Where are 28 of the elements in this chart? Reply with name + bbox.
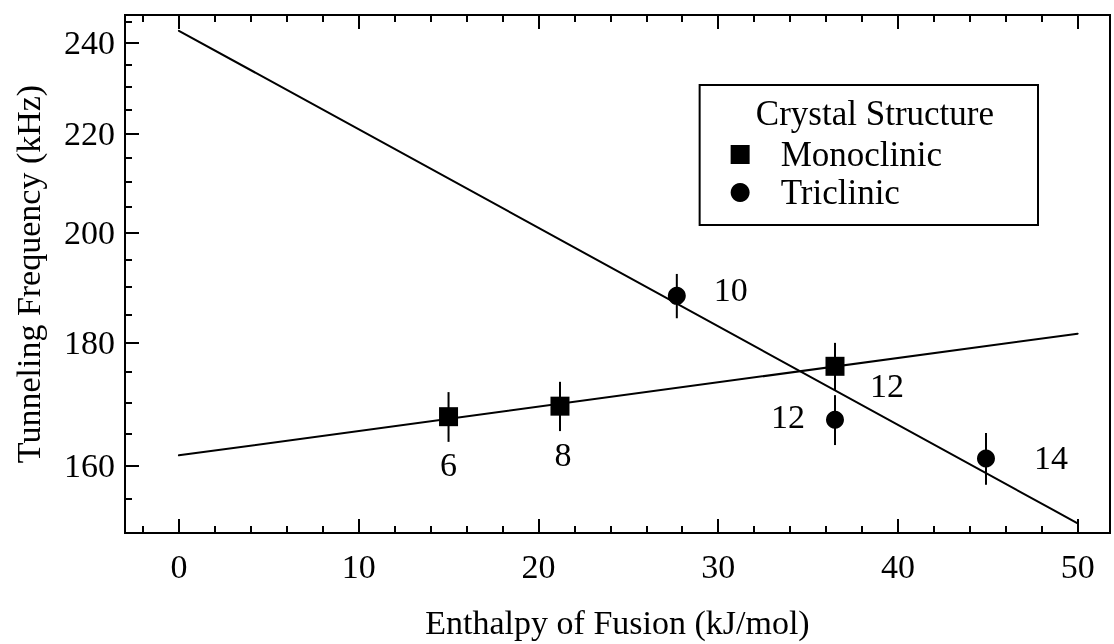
y-tick-label: 160 — [64, 447, 115, 485]
y-tick-label: 240 — [64, 24, 115, 62]
legend-label: Monoclinic — [780, 135, 943, 174]
y-tick-label: 200 — [64, 214, 115, 252]
x-tick-label: 50 — [1060, 547, 1095, 585]
annotation: 12 — [770, 398, 805, 436]
point — [826, 410, 844, 429]
x-tick-label: 0 — [170, 547, 188, 585]
x-tick-label: 20 — [521, 547, 556, 585]
x-axis-title: Enthalpy of Fusion (kJ/mol) — [425, 603, 810, 642]
x-tick-label: 10 — [341, 547, 376, 585]
y-tick-label: 220 — [64, 115, 115, 153]
legend-title: Crystal Structure — [755, 94, 995, 133]
annotation: 14 — [1033, 439, 1068, 477]
y-tick-label: 180 — [64, 324, 115, 362]
annotation: 12 — [869, 366, 904, 404]
y-axis-title: Tunneling Frequency (kHz) — [9, 84, 48, 464]
point — [976, 449, 995, 468]
legend-label: Triclinic — [780, 173, 900, 212]
annotation: 10 — [713, 271, 748, 309]
x-tick-label: 40 — [880, 547, 915, 585]
annotation: 6 — [440, 446, 458, 484]
point — [825, 356, 845, 376]
point — [550, 396, 570, 416]
point — [439, 407, 459, 427]
point — [667, 286, 686, 305]
annotation: 8 — [554, 435, 572, 473]
x-tick-label: 30 — [701, 547, 736, 585]
